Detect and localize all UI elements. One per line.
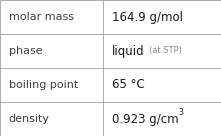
Text: molar mass: molar mass xyxy=(9,12,74,22)
Text: density: density xyxy=(9,114,50,124)
Text: 164.9 g/mol: 164.9 g/mol xyxy=(112,10,183,24)
Text: (at STP): (at STP) xyxy=(149,47,181,55)
Text: phase: phase xyxy=(9,46,42,56)
Text: boiling point: boiling point xyxy=(9,80,78,90)
Text: liquid: liquid xyxy=(112,44,144,58)
Text: 65 °C: 65 °C xyxy=(112,78,144,92)
Text: 0.923 g/cm: 0.923 g/cm xyxy=(112,112,178,126)
Text: 3: 3 xyxy=(178,108,183,117)
